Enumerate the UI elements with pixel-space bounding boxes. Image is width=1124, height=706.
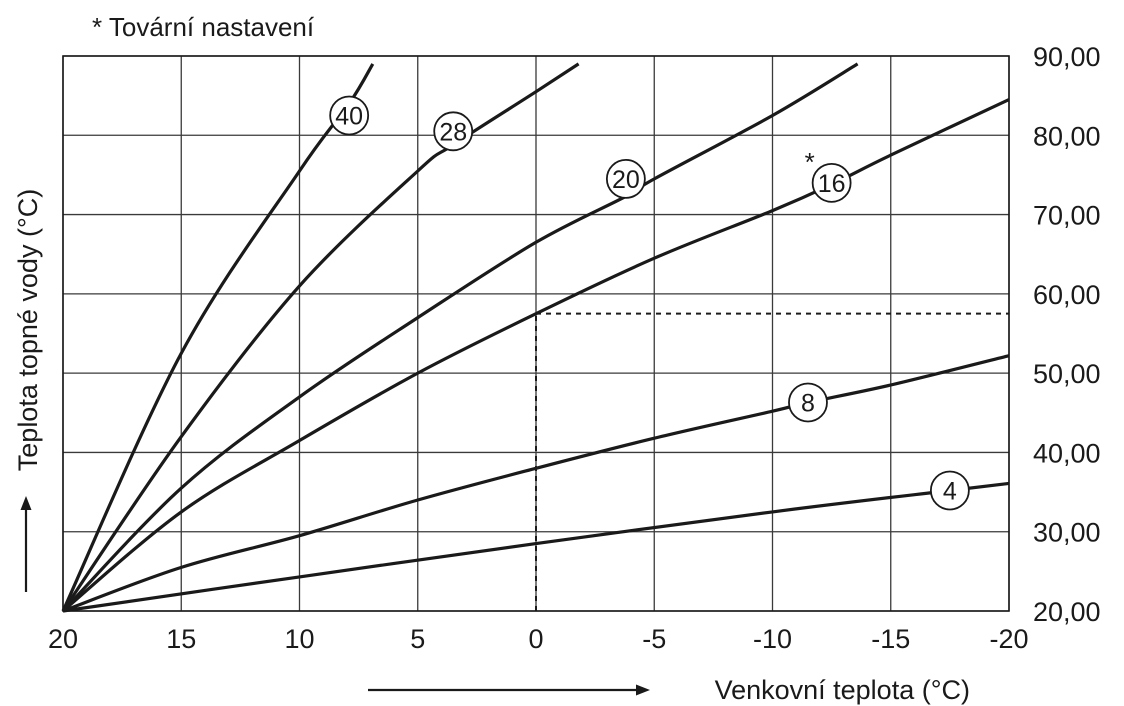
curve-label-circle (788, 382, 828, 423)
curve-label-28: 28 (433, 111, 474, 152)
curve-label-circle (811, 162, 852, 203)
default-marker: * (805, 147, 815, 177)
curve-line-20 (61, 62, 859, 613)
x-tick-label: -15 (871, 624, 910, 654)
y-tick-label: 30,00 (1033, 518, 1101, 548)
x-tick-label: 20 (48, 624, 78, 654)
y-tick-labels: 20,00 30,00 40,00 50,00 60,00 70,00 80,00 90,00 (1033, 42, 1101, 627)
x-tick-label: -10 (753, 624, 792, 654)
legend-text: * Tovární nastavení (92, 12, 315, 42)
x-tick-label: -20 (989, 624, 1028, 654)
curve-line-4 (62, 481, 1010, 613)
curve-label-20: 20 (605, 158, 646, 199)
curve-label-4: 4 (929, 470, 970, 511)
x-axis-arrow-head (636, 684, 650, 696)
curve-line-28 (61, 62, 580, 612)
curve-label-text: 20 (612, 166, 640, 194)
y-tick-label: 40,00 (1033, 438, 1101, 468)
curve-label-text: 8 (801, 389, 815, 417)
y-tick-label: 80,00 (1033, 121, 1101, 151)
y-tick-label: 50,00 (1033, 359, 1101, 389)
curve-label-40: 40 (329, 95, 370, 136)
y-tick-label: 90,00 (1033, 42, 1101, 72)
curve-label-8: 8 (788, 382, 828, 423)
x-tick-label: 5 (410, 624, 425, 654)
legend: * Tovární nastavení (92, 12, 315, 42)
y-tick-label: 60,00 (1033, 280, 1101, 310)
x-axis-title-group: Venkovní teplota (°C) (368, 675, 970, 705)
curve-line-8 (62, 354, 1010, 613)
curve-label-text: 28 (439, 118, 467, 146)
x-tick-label: -5 (642, 624, 666, 654)
x-axis-title: Venkovní teplota (°C) (715, 675, 970, 705)
curve-label-circle (929, 470, 970, 511)
y-axis-arrow-head (20, 496, 32, 510)
y-tick-label: 20,00 (1033, 597, 1101, 627)
curve-label-16: 16* (805, 147, 852, 203)
curve-label-circle (329, 95, 370, 136)
curve-labels: 40 28 20 16* 8 4 (329, 95, 970, 511)
x-tick-labels: 20 15 10 5 0 -5 -10 -15 -20 (48, 624, 1029, 654)
curve-label-text: 4 (943, 477, 957, 505)
curves (61, 62, 1010, 613)
x-tick-label: 0 (528, 624, 543, 654)
x-tick-label: 10 (284, 624, 314, 654)
curve-line-16 (61, 98, 1010, 613)
x-tick-label: 15 (166, 624, 196, 654)
curve-label-text: 40 (335, 102, 363, 130)
y-axis-title: Teplota topné vody (°C) (13, 189, 43, 471)
curve-label-circle (605, 158, 646, 199)
curve-label-circle (433, 111, 474, 152)
curve-label-text: 16 (818, 170, 846, 198)
reference-lines (535, 312, 1009, 611)
y-axis-title-group: Teplota topné vody (°C) (13, 189, 43, 592)
y-tick-label: 70,00 (1033, 201, 1101, 231)
